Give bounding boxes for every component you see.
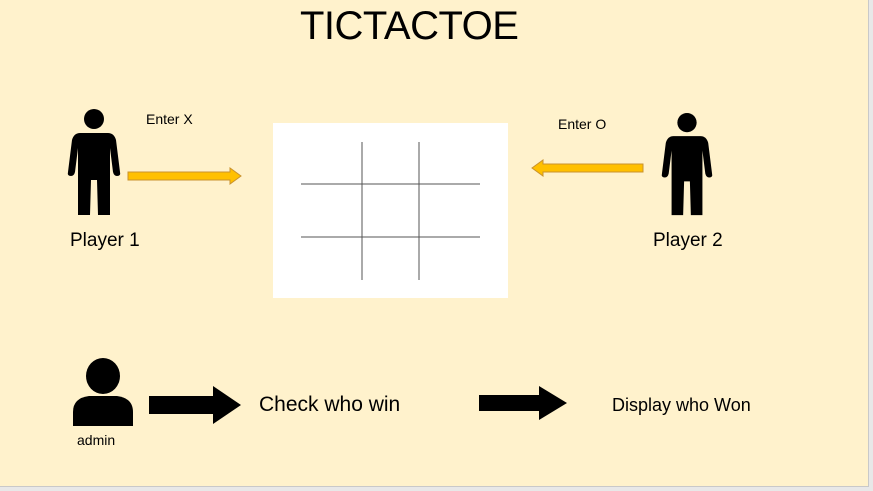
player2-instruction: Enter O	[558, 116, 607, 132]
display-winner-step: Display who Won	[612, 395, 751, 415]
player2-label: Player 2	[653, 230, 723, 251]
player1-instruction: Enter X	[146, 111, 193, 127]
page-title: TICTACTOE	[300, 4, 519, 48]
player2-person-icon	[661, 112, 713, 216]
check-winner-step: Check who win	[259, 393, 401, 416]
player2-arrow-left-icon	[531, 159, 644, 177]
tictactoe-board	[273, 123, 508, 298]
player1-person-icon	[67, 109, 121, 215]
player1-arrow-right-icon	[127, 167, 242, 185]
admin-user-icon	[73, 358, 133, 426]
admin-label: admin	[77, 432, 116, 448]
admin-to-check-arrow-right-icon	[149, 386, 241, 424]
player1-label: Player 1	[70, 230, 140, 251]
board-grid	[301, 142, 480, 280]
check-to-display-arrow-right-icon	[479, 386, 567, 420]
